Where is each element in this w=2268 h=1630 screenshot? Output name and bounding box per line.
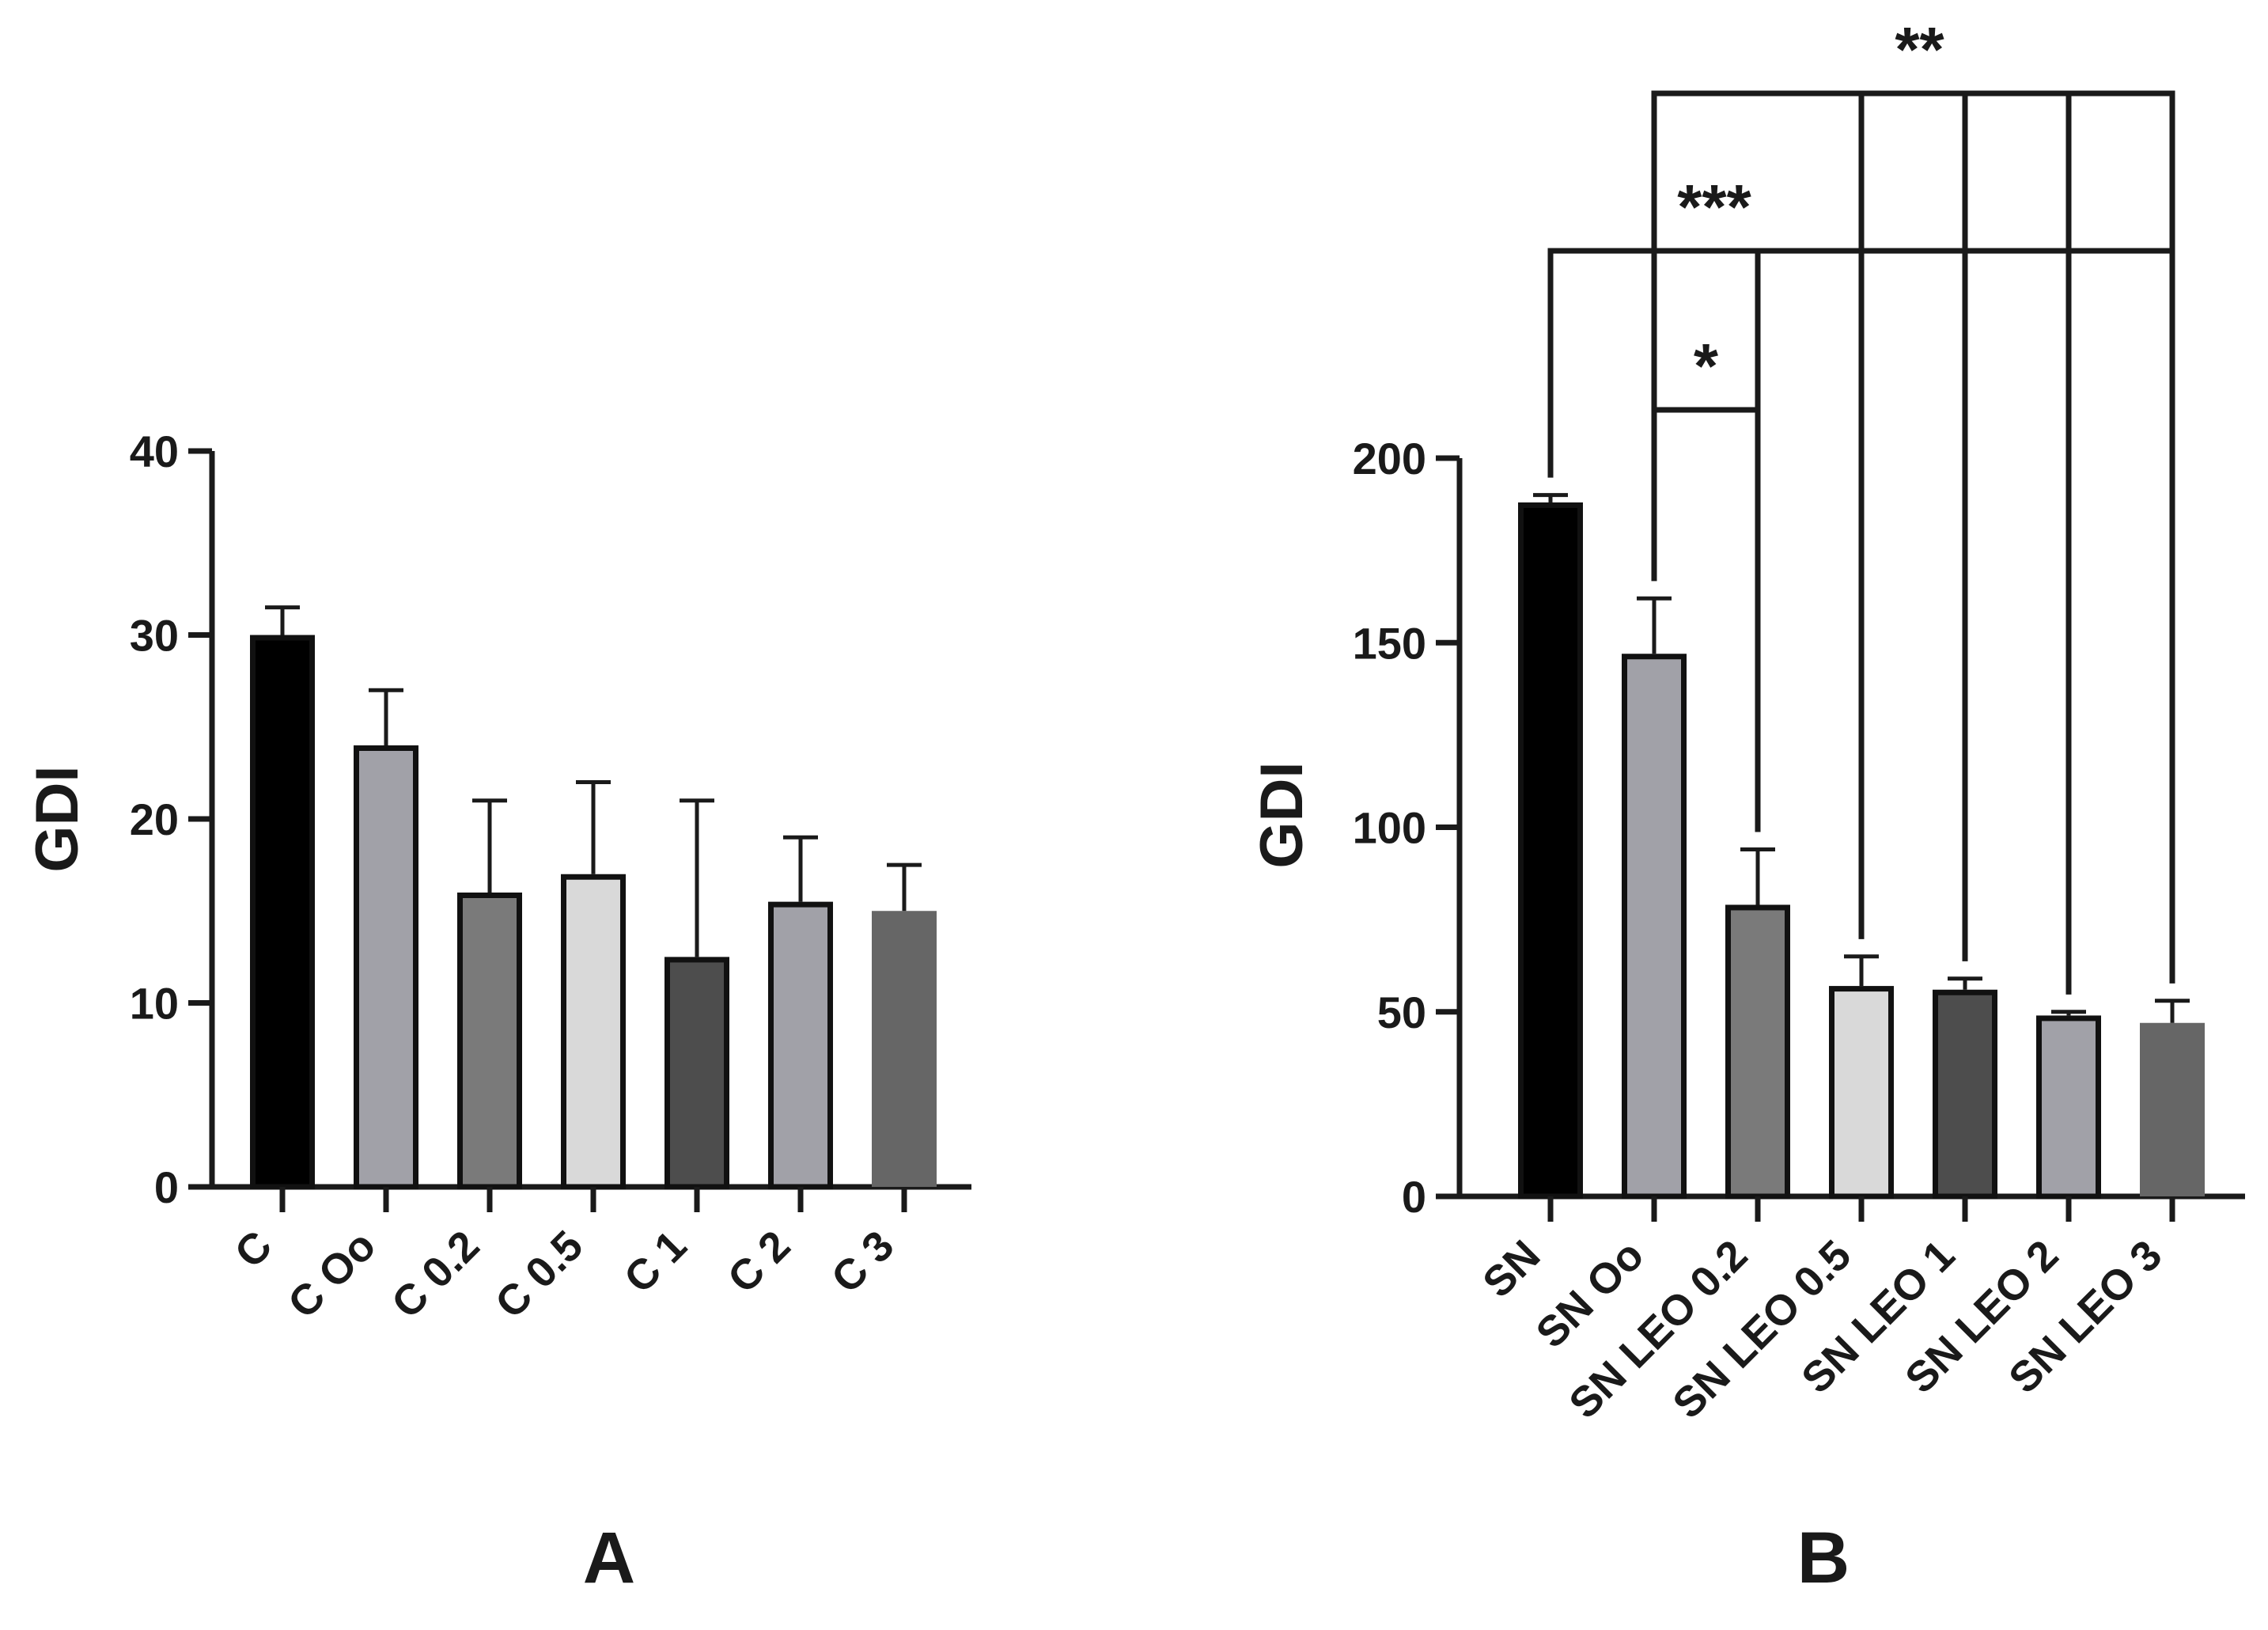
category-label: C 2 [719, 1222, 800, 1302]
bar [457, 893, 522, 1190]
y-tick-label: 150 [1353, 618, 1426, 668]
bar [1829, 986, 1894, 1200]
category-label: C [225, 1222, 281, 1277]
bar [872, 911, 937, 1187]
y-axis-label: GDI [24, 765, 91, 872]
y-tick-label: 40 [130, 426, 179, 476]
significance-label: * [1694, 331, 1719, 401]
bar [664, 957, 729, 1190]
bar [1518, 502, 1583, 1200]
y-tick-label: 100 [1353, 803, 1426, 853]
bar [768, 901, 833, 1190]
y-axis-label: GDI [1248, 761, 1316, 868]
bar [1933, 989, 1997, 1200]
panel-label: B [1797, 1518, 1850, 1598]
y-tick-label: 200 [1353, 434, 1426, 483]
category-label: C 1 [615, 1222, 696, 1302]
bar [2036, 1015, 2101, 1200]
significance-label: *** [1677, 172, 1751, 242]
bar [1725, 904, 1790, 1200]
bar [1622, 654, 1687, 1200]
category-label: C Oo [279, 1222, 385, 1328]
bar [561, 874, 626, 1190]
bar [354, 745, 418, 1190]
y-tick-label: 20 [130, 794, 179, 844]
y-tick-label: 0 [154, 1162, 179, 1212]
bar [250, 635, 315, 1190]
y-tick-label: 30 [130, 611, 179, 661]
category-label: SN [1474, 1231, 1549, 1306]
category-label: C 0.2 [383, 1222, 489, 1328]
y-tick-label: 50 [1377, 987, 1426, 1037]
y-tick-label: 10 [130, 979, 179, 1029]
bar [2140, 1022, 2205, 1196]
category-label: C 3 [823, 1222, 903, 1302]
category-label: C 0.5 [487, 1222, 593, 1328]
y-tick-label: 0 [1402, 1172, 1426, 1222]
significance-label: ** [1895, 14, 1944, 85]
significance-bracket: ** [1651, 14, 2175, 995]
panel-label: A [583, 1518, 635, 1598]
panel-a: 0 10 20 30 40 GDI CC OoC 0.2C 0.5 C 1 C 2 C 3 A [24, 426, 971, 1598]
